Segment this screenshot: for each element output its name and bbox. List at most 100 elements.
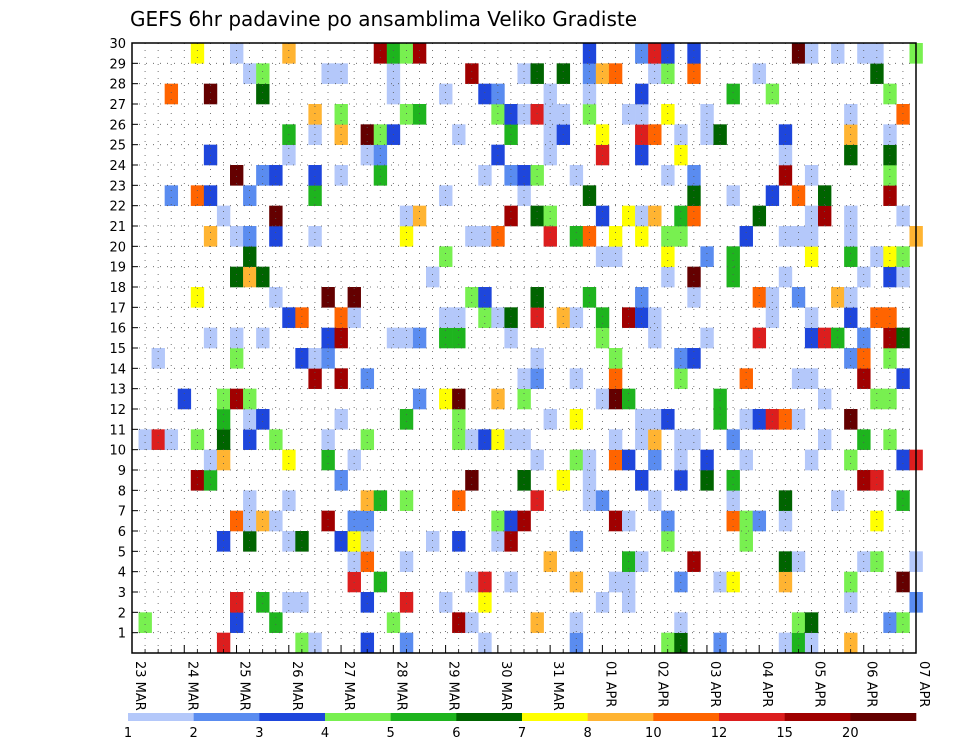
heatmap-cell bbox=[818, 388, 832, 410]
heatmap-cell bbox=[661, 266, 675, 288]
heatmap-cell bbox=[648, 205, 662, 227]
heatmap-cell bbox=[870, 388, 884, 410]
colorbar-label: 10 bbox=[645, 726, 662, 741]
heatmap-cell bbox=[804, 368, 819, 389]
heatmap-cell bbox=[151, 429, 165, 450]
heatmap-cell bbox=[752, 205, 767, 227]
heatmap-cell bbox=[608, 246, 623, 267]
heatmap-cell bbox=[700, 104, 714, 125]
x-tick-label: 02 APR bbox=[655, 661, 670, 707]
heatmap-cell bbox=[726, 429, 740, 450]
heatmap-cell bbox=[870, 63, 884, 84]
heatmap-cell bbox=[582, 470, 597, 491]
heatmap-cell bbox=[831, 287, 845, 308]
heatmap-cell bbox=[844, 205, 858, 227]
heatmap-cell bbox=[399, 43, 414, 64]
heatmap-cell bbox=[896, 266, 910, 288]
heatmap-cell bbox=[661, 43, 675, 64]
heatmap-cell bbox=[269, 612, 283, 633]
x-tick-label: 25 MAR bbox=[237, 661, 252, 711]
heatmap-cell bbox=[569, 165, 584, 186]
heatmap-cell bbox=[726, 510, 740, 532]
heatmap-cell bbox=[282, 144, 296, 166]
heatmap-cell bbox=[674, 571, 688, 593]
heatmap-cell bbox=[778, 226, 793, 247]
heatmap-cell bbox=[648, 307, 662, 328]
heatmap-cell bbox=[687, 185, 701, 206]
heatmap-cell bbox=[778, 632, 793, 654]
heatmap-cell bbox=[269, 205, 283, 227]
colorbar-swatch bbox=[456, 713, 523, 721]
heatmap-cell bbox=[399, 409, 414, 430]
colorbar-label: 20 bbox=[842, 726, 859, 741]
y-tick-label: 20 bbox=[109, 240, 126, 255]
heatmap-cell bbox=[452, 429, 466, 450]
heatmap-cell bbox=[216, 632, 231, 654]
heatmap-cell bbox=[556, 307, 571, 328]
y-tick-label: 14 bbox=[109, 362, 126, 377]
heatmap-cell bbox=[622, 449, 636, 471]
heatmap-cell bbox=[426, 266, 440, 288]
heatmap-cell bbox=[530, 63, 544, 84]
colorbar-label: 7 bbox=[518, 726, 526, 741]
y-tick-label: 7 bbox=[118, 505, 126, 520]
heatmap-cell bbox=[739, 226, 753, 247]
heatmap-cell bbox=[635, 470, 649, 491]
heatmap-cell bbox=[412, 104, 427, 125]
heatmap-cell bbox=[164, 185, 179, 206]
heatmap-cell bbox=[635, 226, 649, 247]
heatmap-cell bbox=[896, 205, 910, 227]
heatmap-cell bbox=[478, 592, 492, 613]
heatmap-cell bbox=[530, 490, 544, 511]
heatmap-cell bbox=[648, 43, 662, 64]
heatmap-cell bbox=[465, 571, 479, 593]
heatmap-cell bbox=[360, 368, 375, 389]
heatmap-cell bbox=[595, 144, 610, 166]
heatmap-cell bbox=[765, 409, 780, 430]
heatmap-cell bbox=[844, 307, 858, 328]
heatmap-cell bbox=[752, 63, 767, 84]
heatmap-cell bbox=[399, 205, 414, 227]
heatmap-cell bbox=[269, 510, 283, 532]
heatmap-cell bbox=[230, 510, 244, 532]
y-tick-label: 1 bbox=[118, 627, 126, 642]
colorbar-swatch bbox=[390, 713, 457, 721]
heatmap-cell bbox=[818, 429, 832, 450]
y-tick-label: 28 bbox=[109, 78, 126, 93]
heatmap-cell bbox=[478, 429, 492, 450]
heatmap-cell bbox=[465, 287, 479, 308]
heatmap-cell bbox=[203, 83, 218, 105]
heatmap-cell bbox=[347, 307, 361, 328]
heatmap-cell bbox=[347, 287, 361, 308]
heatmap-cell bbox=[243, 226, 257, 247]
heatmap-cell bbox=[608, 388, 623, 410]
heatmap-cell bbox=[844, 226, 858, 247]
heatmap-cell bbox=[700, 449, 714, 471]
heatmap-cell bbox=[582, 287, 597, 308]
heatmap-cell bbox=[739, 409, 753, 430]
heatmap-cell bbox=[243, 531, 257, 552]
heatmap-cell bbox=[622, 510, 636, 532]
heatmap-cell bbox=[674, 470, 688, 491]
heatmap-cell bbox=[896, 104, 910, 125]
heatmap-cell bbox=[582, 63, 597, 84]
colorbar-label: 8 bbox=[584, 726, 592, 741]
heatmap-cell bbox=[295, 632, 309, 654]
heatmap-cell bbox=[295, 592, 309, 613]
heatmap-cell bbox=[347, 449, 361, 471]
heatmap-cell bbox=[674, 429, 688, 450]
heatmap-cell bbox=[778, 510, 793, 532]
heatmap-cell bbox=[465, 63, 479, 84]
x-tick-label: 26 MAR bbox=[289, 661, 304, 711]
y-tick-label: 23 bbox=[109, 179, 126, 194]
x-tick-label: 29 MAR bbox=[446, 661, 461, 711]
heatmap-cell bbox=[687, 429, 701, 450]
heatmap-cell bbox=[373, 144, 388, 166]
heatmap-cell bbox=[230, 43, 244, 64]
heatmap-cell bbox=[661, 246, 675, 267]
heatmap-cell bbox=[726, 490, 740, 511]
heatmap-cell bbox=[465, 429, 479, 450]
heatmap-cell bbox=[295, 531, 309, 552]
heatmap-cell bbox=[282, 592, 296, 613]
heatmap-cell bbox=[870, 470, 884, 491]
